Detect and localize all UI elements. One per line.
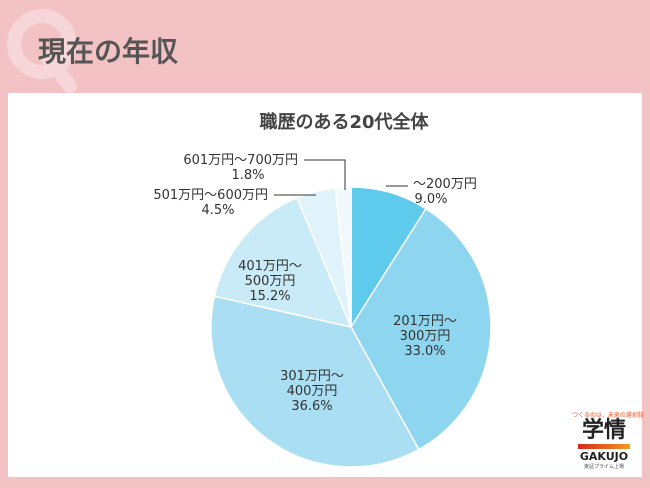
data-label: 4.5% xyxy=(201,203,234,218)
category-label: 601万円〜700万円 xyxy=(183,153,298,168)
pie-slice xyxy=(350,186,427,330)
page-title: 現在の年収 xyxy=(38,35,179,68)
category-label: 300万円 xyxy=(400,329,451,344)
data-label: 36.6% xyxy=(291,399,332,414)
pie-slice xyxy=(213,196,353,329)
logo-tagline: つくるのは、未来の選択肢 xyxy=(572,412,644,419)
category-label: 500万円 xyxy=(245,274,296,289)
logo-roman: GAKUJO xyxy=(579,450,629,463)
data-label: 9.0% xyxy=(414,192,447,207)
chart-title: 職歴のある20代全体 xyxy=(259,111,429,133)
gakujo-logo: つくるのは、未来の選択肢 学情 GAKUJO 東証プライム上場 xyxy=(572,410,644,470)
category-label: 401万円〜 xyxy=(238,259,302,274)
pie-slice xyxy=(210,295,420,468)
category-label: 301万円〜 xyxy=(280,369,344,384)
data-label: 15.2% xyxy=(249,289,290,304)
category-label: 400万円 xyxy=(287,384,338,399)
logo-bar xyxy=(578,444,630,449)
data-label: 1.8% xyxy=(231,168,264,183)
category-label: 501万円〜600万円 xyxy=(153,188,268,203)
category-label: 201万円〜 xyxy=(393,314,457,329)
leader-line xyxy=(304,159,346,190)
logo-name: 学情 xyxy=(581,418,626,443)
logo-listing: 東証プライム上場 xyxy=(584,464,624,470)
pie-slice xyxy=(334,186,352,328)
q-watermark xyxy=(7,9,77,93)
data-label: 33.0% xyxy=(404,344,445,359)
category-label: 〜200万円 xyxy=(413,177,477,192)
